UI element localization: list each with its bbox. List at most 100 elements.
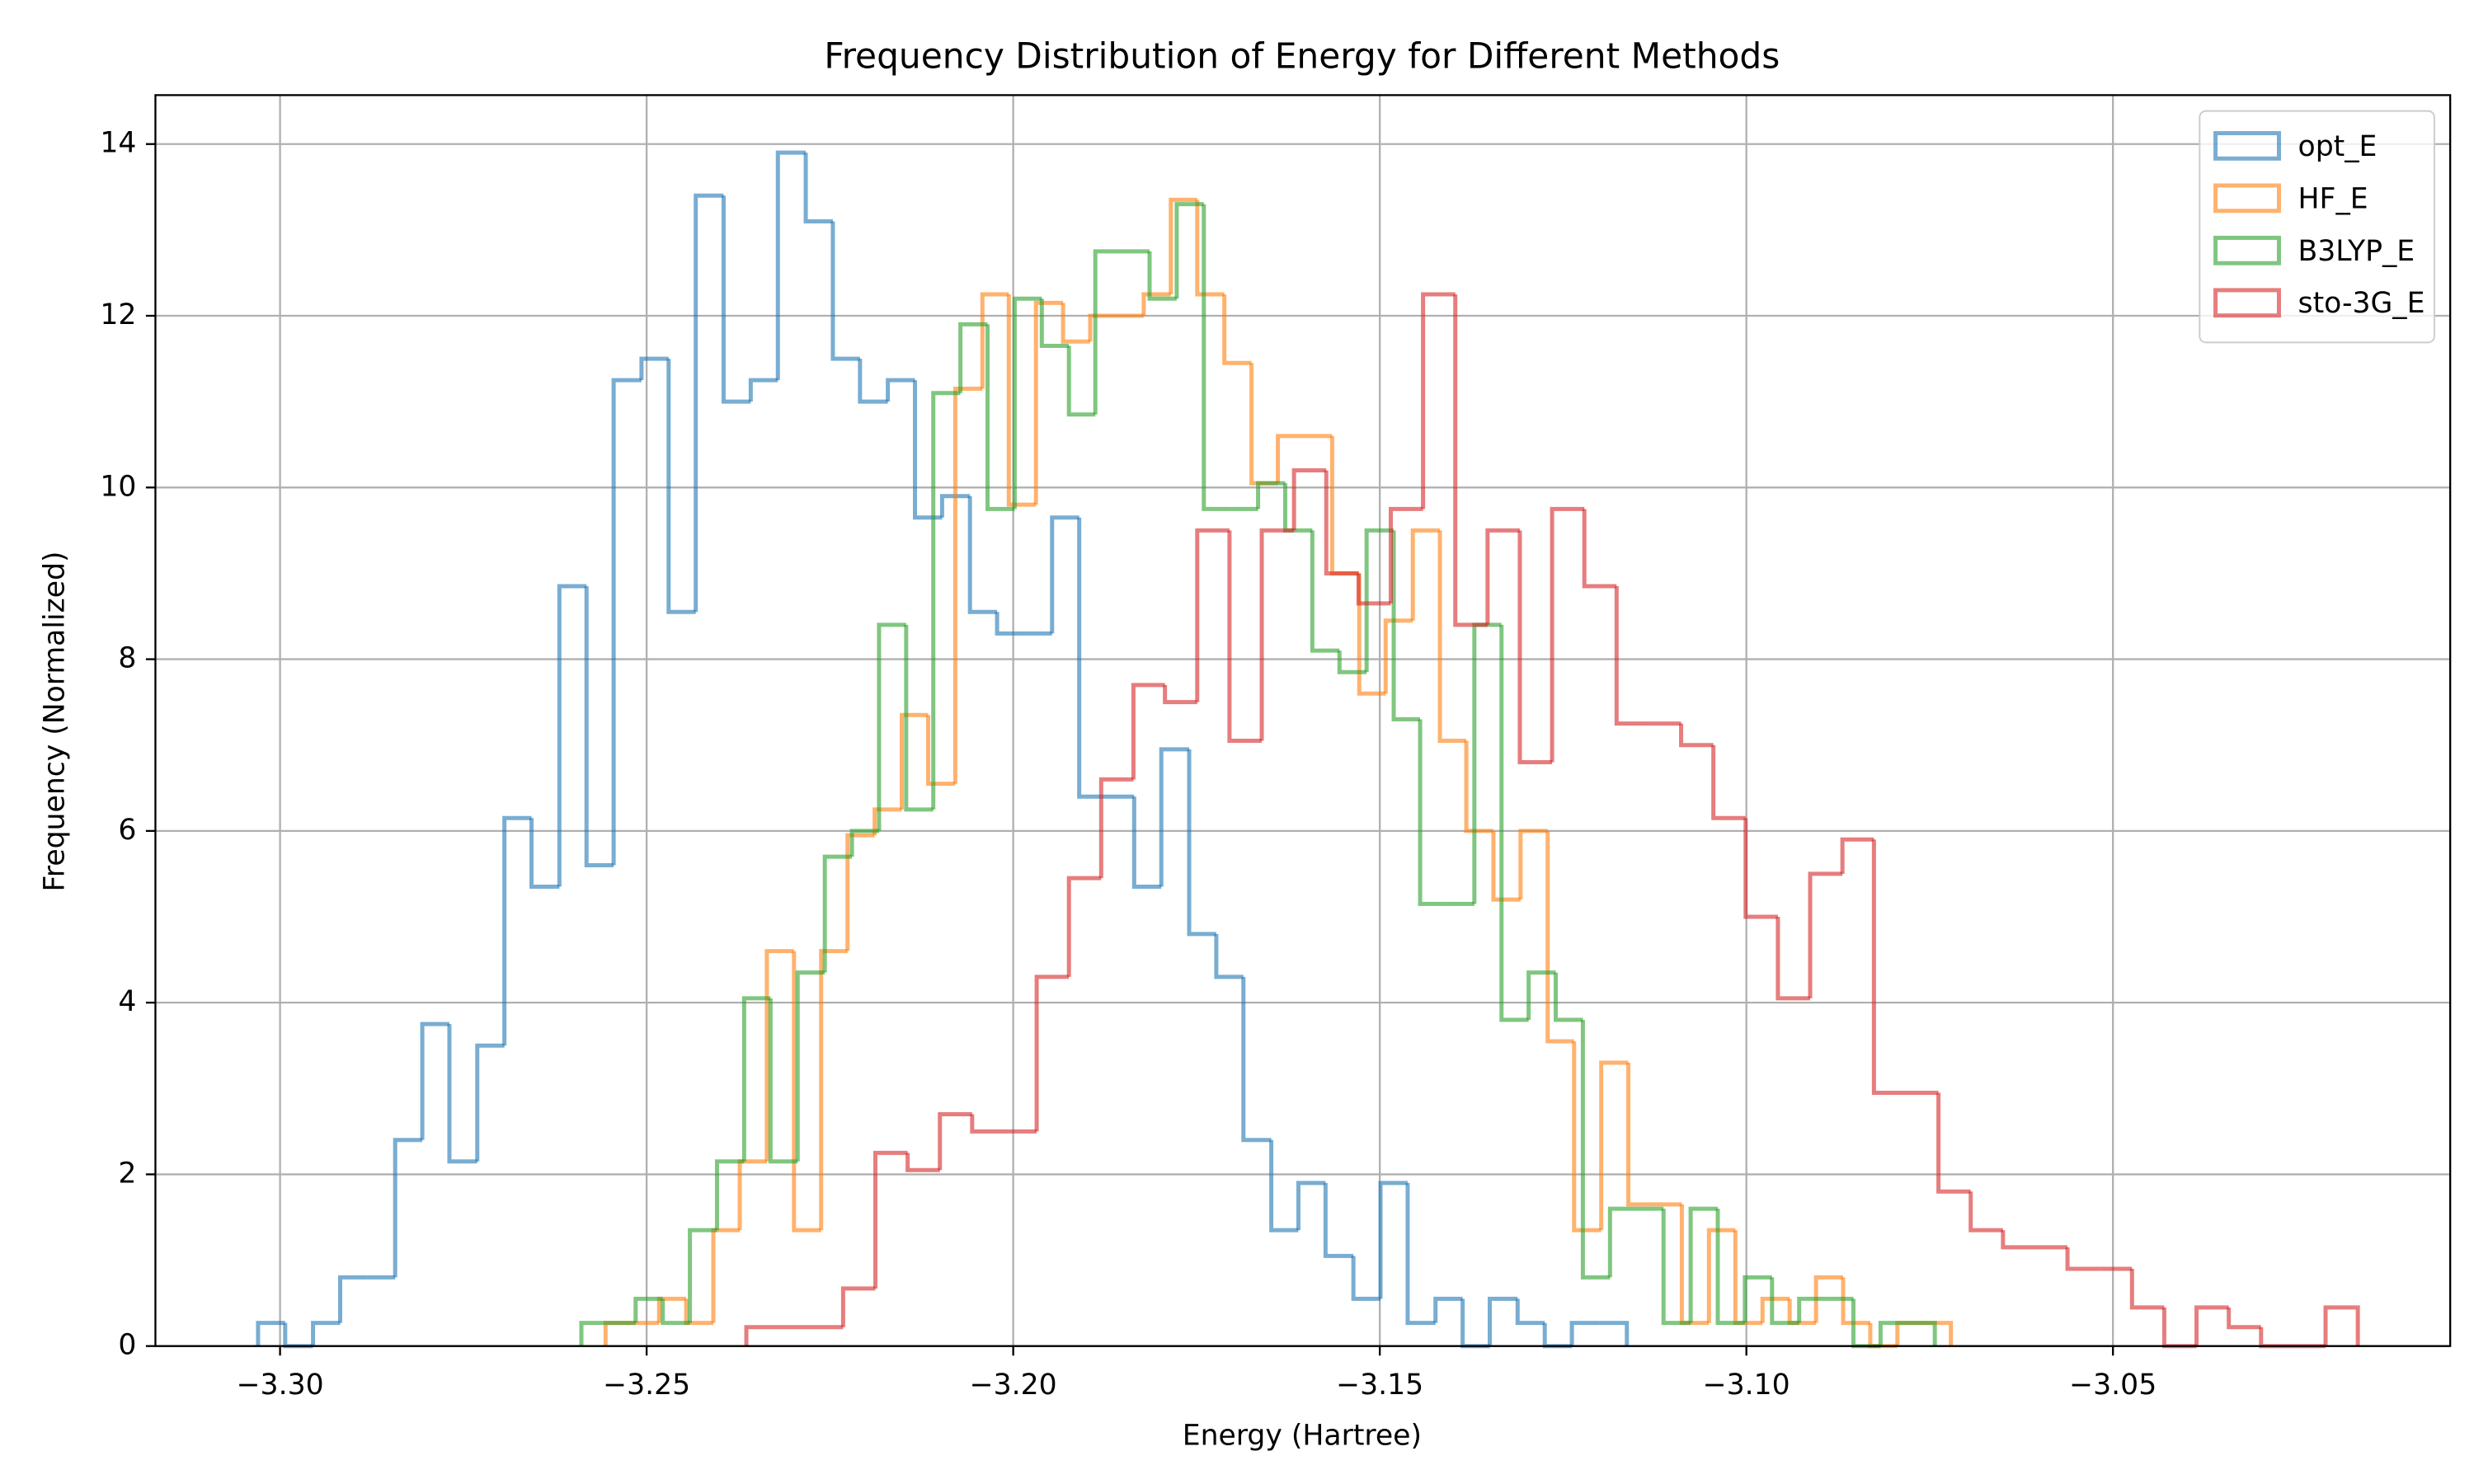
histogram-bin — [1391, 530, 1421, 721]
y-axis-label: Frequency (Normalized) — [38, 551, 71, 891]
x-tick-label: −3.25 — [603, 1369, 690, 1402]
histogram-bin — [1291, 467, 1327, 531]
histogram-bin — [1356, 573, 1391, 606]
histogram-bin — [1039, 298, 1070, 348]
histogram-bin — [1433, 1296, 1463, 1323]
histogram-bin — [1378, 1181, 1408, 1299]
histogram-bin — [858, 359, 888, 404]
histogram-bin — [1599, 1060, 1629, 1231]
histogram-bin — [502, 815, 532, 1046]
histogram-bin — [1131, 796, 1162, 890]
x-tick-label: −3.10 — [1703, 1369, 1790, 1402]
histogram-bin — [420, 1021, 449, 1140]
histogram-bin — [748, 378, 778, 402]
histogram-bin — [1222, 294, 1252, 365]
histogram-bin — [579, 1321, 609, 1346]
histogram-bin — [900, 712, 929, 810]
histogram-bin — [2194, 1305, 2229, 1346]
histogram-bin — [1580, 1019, 1611, 1280]
histogram-bin — [1464, 740, 1493, 834]
plot-frame — [154, 94, 2452, 1347]
y-tick-label: 4 — [118, 985, 136, 1018]
histogram-bin — [1607, 1206, 1638, 1278]
histogram-bin — [1337, 650, 1367, 674]
histogram-bin — [840, 1286, 876, 1327]
histogram-bin — [1256, 481, 1286, 510]
histogram-bin — [886, 378, 915, 402]
histogram-bin — [1147, 251, 1177, 301]
y-tick-label: 14 — [100, 127, 136, 160]
x-tick-label: −3.05 — [2069, 1369, 2157, 1402]
histogram-bin — [661, 1298, 690, 1326]
histogram-bin — [1626, 1063, 1655, 1207]
legend-swatch — [2213, 288, 2281, 318]
histogram-bin — [1743, 1275, 1772, 1323]
histogram-bin — [1526, 970, 1556, 1020]
histogram-bin — [1324, 470, 1359, 575]
histogram-bin — [926, 715, 956, 787]
histogram-bin — [1159, 747, 1190, 887]
histogram-bin — [694, 193, 724, 613]
histogram-bin — [1088, 313, 1117, 342]
histogram-bin — [1310, 530, 1340, 653]
histogram-bin — [1554, 972, 1583, 1022]
histogram-bin — [1033, 300, 1064, 505]
histograms — [256, 150, 2360, 1349]
histogram-bin — [1770, 1277, 1799, 1326]
y-tick-label: 8 — [118, 642, 136, 675]
histogram-bin — [1241, 976, 1272, 1143]
histogram-bin — [795, 970, 825, 1162]
legend: opt_E HF_E B3LYP_E sto-3G_E — [2199, 110, 2435, 344]
y-tick-label: 10 — [100, 470, 136, 503]
histogram-bin — [1187, 749, 1216, 937]
histogram-bin — [744, 1325, 779, 1346]
histogram-bin — [1227, 530, 1263, 744]
histogram-bin — [819, 949, 848, 1231]
histogram-bin — [877, 622, 906, 831]
histogram-bin — [2129, 1268, 2165, 1310]
histogram-bin — [1323, 1182, 1354, 1258]
histogram-bin — [1517, 530, 1553, 765]
histogram-bin — [1066, 876, 1102, 977]
histogram-bin — [1066, 345, 1096, 417]
histogram-bin — [1163, 684, 1197, 705]
legend-swatch — [2213, 235, 2281, 265]
histogram-bin — [1878, 1321, 1908, 1346]
histogram-bin — [967, 495, 998, 614]
legend-label: B3LYP_E — [2298, 235, 2415, 268]
histogram-bin — [1711, 744, 1746, 820]
histogram-bin — [1410, 528, 1441, 621]
histogram-bin — [529, 818, 560, 890]
histogram-bin — [1679, 723, 1714, 748]
histogram-bin — [1195, 200, 1225, 297]
chart-title: Frequency Distribution of Energy for Dif… — [824, 36, 1780, 77]
histogram-bin — [639, 356, 669, 381]
y-tick-label: 6 — [118, 814, 136, 847]
histogram-bin — [1907, 1321, 1937, 1346]
histogram-bin — [775, 150, 807, 381]
histogram-bin — [1141, 292, 1171, 317]
x-axis-label: Energy (Hartree) — [1183, 1419, 1422, 1452]
histogram-bin — [1405, 1182, 1436, 1326]
histogram-bin — [872, 1150, 908, 1289]
histogram-bin — [1214, 933, 1244, 979]
histogram-bin — [1195, 528, 1230, 702]
histogram-bin — [311, 1321, 341, 1346]
histogram-bin — [1131, 683, 1165, 780]
legend-swatch — [2213, 183, 2281, 214]
histogram-bin — [1388, 506, 1423, 603]
histogram-bin — [1259, 528, 1295, 741]
histogram-bin — [1545, 830, 1574, 1044]
histogram-bin — [1296, 1181, 1326, 1231]
histogram-bin — [980, 292, 1009, 389]
histogram-bin — [633, 1296, 663, 1323]
histogram-bin — [256, 1321, 285, 1346]
histogram-bin — [1174, 202, 1204, 299]
histogram-bin — [1006, 294, 1037, 507]
histogram-bin — [1093, 249, 1123, 415]
histogram-bin — [447, 1024, 477, 1164]
histogram-bin — [1614, 586, 1649, 726]
histogram-bin — [995, 612, 1024, 636]
histogram-bin — [1840, 837, 1874, 874]
histogram-bin — [939, 494, 971, 518]
